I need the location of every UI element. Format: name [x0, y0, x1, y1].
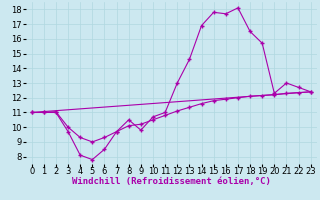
X-axis label: Windchill (Refroidissement éolien,°C): Windchill (Refroidissement éolien,°C)	[72, 177, 271, 186]
